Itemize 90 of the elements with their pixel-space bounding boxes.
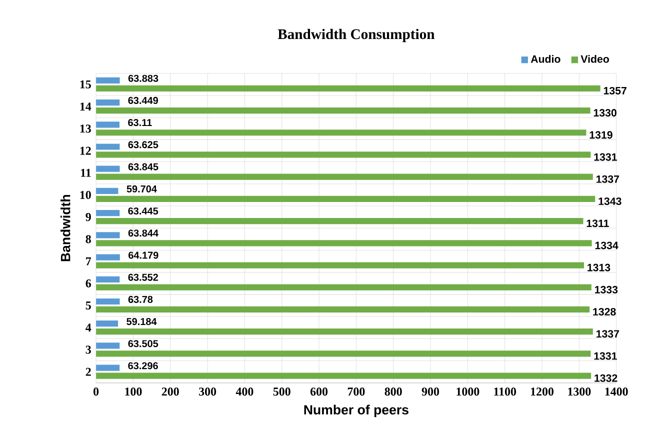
- data-label: 63.78: [128, 296, 153, 303]
- x-tick-label: 300: [199, 388, 216, 396]
- bar: [96, 320, 118, 327]
- data-label: 63.296: [128, 362, 158, 370]
- data-label: 63.625: [128, 141, 158, 148]
- data-label: 1311: [586, 220, 609, 228]
- y-tick-label: 10: [80, 190, 91, 200]
- data-label: 64.179: [128, 252, 158, 259]
- x-tick-label: 1300: [568, 388, 591, 396]
- data-label: 1319: [590, 131, 612, 139]
- y-tick-label: 15: [80, 80, 91, 88]
- x-tick-label: 1200: [530, 388, 554, 396]
- y-tick-label: 4: [86, 324, 92, 332]
- data-label: 63.11: [128, 119, 152, 126]
- x-tick-label: 500: [273, 388, 290, 396]
- x-tick-label: 200: [162, 388, 179, 396]
- chart-title: Bandwidth Consumption: [278, 28, 435, 42]
- x-tick-label: 400: [236, 388, 254, 396]
- bar: [96, 130, 586, 136]
- data-label: 63.845: [128, 163, 158, 170]
- bar: [96, 108, 590, 114]
- bar: [96, 85, 600, 92]
- data-label: 63.552: [128, 274, 158, 281]
- data-label: 1357: [604, 86, 626, 95]
- x-tick-label: 800: [384, 388, 402, 396]
- bar: [96, 100, 120, 106]
- bar: [96, 364, 120, 371]
- data-label: 1343: [598, 198, 622, 206]
- data-label: 1333: [595, 286, 618, 294]
- data-label: 63.844: [128, 230, 158, 237]
- data-label: 63.883: [128, 74, 158, 82]
- bar: [96, 122, 120, 128]
- data-label: 1328: [593, 308, 616, 316]
- y-tick-label: 3: [86, 346, 91, 354]
- x-tick-label: 900: [422, 388, 440, 396]
- y-axis-title: Bandwidth: [60, 195, 70, 262]
- bar: [96, 254, 120, 260]
- x-tick-label: 100: [125, 388, 142, 396]
- bar: [96, 166, 120, 172]
- bar: [96, 276, 120, 282]
- data-label: 1313: [588, 264, 610, 272]
- x-tick-label: 1100: [494, 388, 516, 396]
- y-tick-label: 11: [81, 168, 91, 177]
- bar: [96, 218, 584, 224]
- y-tick-label: 7: [86, 257, 92, 266]
- bar: [96, 284, 592, 290]
- bar: [96, 232, 120, 238]
- data-label: 1337: [596, 330, 620, 338]
- bar: [96, 188, 118, 194]
- y-tick-label: 2: [86, 368, 91, 376]
- legend-label: Video: [580, 55, 609, 63]
- data-label: 1337: [596, 175, 620, 183]
- bar: [96, 152, 591, 158]
- bar: [96, 328, 593, 335]
- data-label: 1331: [594, 352, 617, 360]
- data-label: 63.505: [128, 340, 158, 348]
- data-label: 59.704: [126, 185, 157, 192]
- x-tick-label: 700: [348, 388, 365, 396]
- y-tick-label: 14: [80, 102, 92, 111]
- bar: [96, 144, 120, 150]
- bar: [96, 210, 120, 216]
- y-tick-label: 5: [86, 302, 91, 310]
- data-label: 1334: [595, 242, 618, 250]
- x-tick-label: 0: [94, 388, 99, 396]
- y-tick-label: 6: [86, 279, 91, 288]
- bar: [96, 350, 591, 357]
- x-tick-label: 1000: [456, 388, 480, 396]
- data-label: 63.445: [128, 208, 158, 215]
- bar: [96, 372, 592, 379]
- y-tick-label: 9: [86, 213, 91, 222]
- data-label: 1330: [594, 109, 616, 117]
- data-label: 59.184: [126, 318, 157, 326]
- bar: [96, 77, 120, 84]
- y-tick-label: 13: [80, 124, 91, 133]
- data-label: 1331: [594, 153, 617, 161]
- x-axis-title: Number of peers: [304, 404, 408, 418]
- bar: [96, 262, 584, 268]
- y-tick-label: 8: [86, 235, 91, 244]
- data-label: 1332: [594, 374, 618, 382]
- legend-label: Audio: [530, 55, 560, 63]
- bar: [96, 196, 596, 202]
- bar: [96, 174, 593, 180]
- bar: [96, 306, 590, 313]
- y-tick-label: 12: [80, 146, 91, 155]
- data-label: 63.449: [128, 96, 158, 104]
- bar: [96, 342, 120, 349]
- x-tick-label: 600: [310, 388, 328, 396]
- bar: [96, 240, 592, 246]
- x-tick-label: 1400: [605, 388, 628, 396]
- bar: [96, 298, 120, 305]
